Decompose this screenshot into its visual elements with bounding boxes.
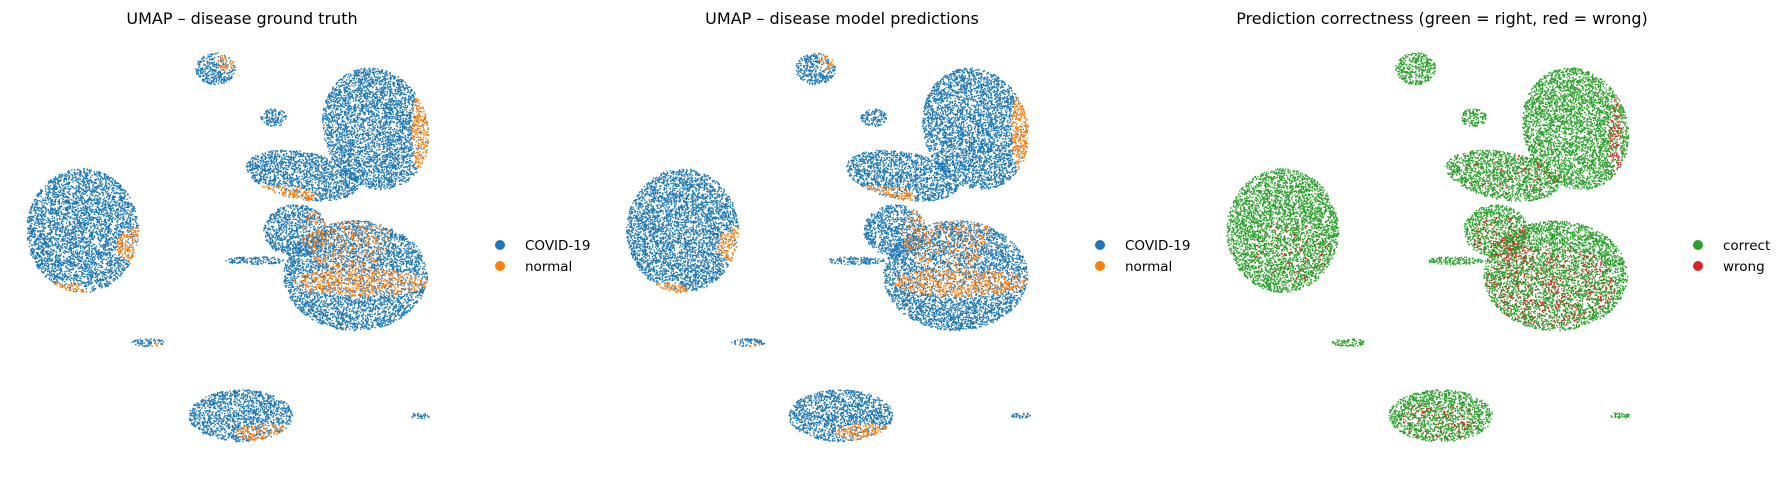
scatter-points-correct xyxy=(1226,52,1630,442)
legend-entry-normal: normal xyxy=(495,259,572,275)
panel-title: UMAP – disease ground truth xyxy=(126,9,357,28)
panel-title: Prediction correctness (green = right, r… xyxy=(1236,9,1648,28)
scatter-plot xyxy=(26,52,430,443)
legend-marker-normal xyxy=(1095,261,1105,271)
scatter-plot xyxy=(1226,52,1630,442)
legend-marker-wrong xyxy=(1693,261,1703,271)
legend-marker-correct xyxy=(1693,240,1703,250)
legend: correct wrong xyxy=(1693,238,1770,275)
legend-marker-normal xyxy=(495,261,505,271)
legend-entry-wrong: wrong xyxy=(1693,259,1765,275)
legend-marker-covid xyxy=(495,240,505,250)
scatter-points-covid-19 xyxy=(626,52,1031,443)
legend-label-covid: COVID-19 xyxy=(525,238,590,254)
umap-panel-prediction-correctness: Prediction correctness (green = right, r… xyxy=(1226,9,1770,442)
scatter-plot xyxy=(626,52,1031,443)
legend-label-normal: normal xyxy=(1125,259,1172,275)
legend-entry-normal: normal xyxy=(1095,259,1172,275)
scatter-points-covid-19 xyxy=(26,52,430,443)
legend-entry-covid: COVID-19 xyxy=(1095,238,1190,254)
umap-panel-ground-truth: UMAP – disease ground truth COVID-19 nor… xyxy=(26,9,590,443)
panel-title: UMAP – disease model predictions xyxy=(705,9,979,28)
legend: COVID-19 normal xyxy=(495,238,590,275)
umap-panel-model-predictions: UMAP – disease model predictions COVID-1… xyxy=(626,9,1190,443)
legend-marker-covid xyxy=(1095,240,1105,250)
legend-entry-covid: COVID-19 xyxy=(495,238,590,254)
legend-label-covid: COVID-19 xyxy=(1125,238,1190,254)
legend: COVID-19 normal xyxy=(1095,238,1190,275)
legend-label-normal: normal xyxy=(525,259,572,275)
legend-label-correct: correct xyxy=(1723,238,1770,254)
scatter-points-normal xyxy=(54,55,430,441)
legend-label-wrong: wrong xyxy=(1723,259,1765,275)
legend-entry-correct: correct xyxy=(1693,238,1770,254)
